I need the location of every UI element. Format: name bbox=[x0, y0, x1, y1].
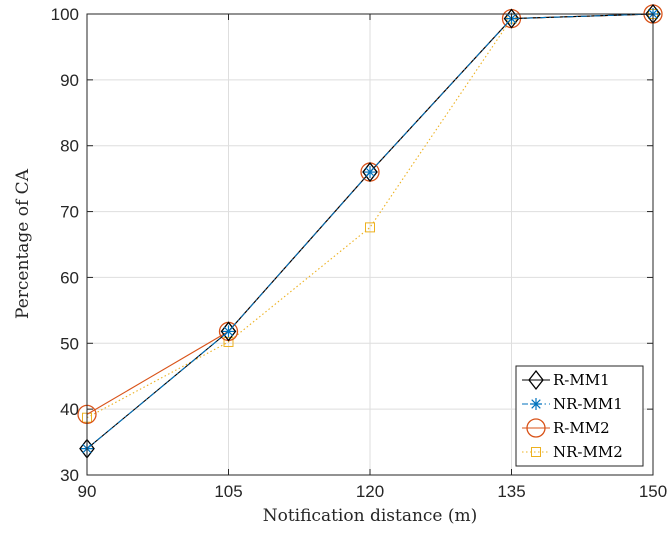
data-point-r-mm1 bbox=[220, 321, 237, 342]
series-layer bbox=[77, 3, 663, 459]
legend-label-nr-mm1: NR-MM1 bbox=[553, 395, 623, 413]
x-tick-label: 135 bbox=[497, 482, 525, 501]
data-point-r-mm1 bbox=[503, 8, 520, 29]
y-tick-label: 70 bbox=[60, 203, 79, 222]
data-point-nr-mm2 bbox=[223, 336, 234, 347]
y-tick-label: 40 bbox=[60, 400, 79, 419]
x-tick-label: 90 bbox=[78, 482, 97, 501]
legend-label-nr-mm2: NR-MM2 bbox=[553, 443, 623, 461]
x-axis-label: Notification distance (m) bbox=[263, 506, 478, 526]
legend-marker-r-mm2 bbox=[526, 418, 546, 438]
tick-layer: 90 105 120 135 150 30 40 50 60 70 80 90 100 bbox=[51, 5, 668, 501]
legend-marker-nr-mm1 bbox=[530, 398, 542, 410]
legend-label-r-mm2: R-MM2 bbox=[553, 419, 610, 437]
grid-lines bbox=[86, 13, 654, 476]
legend-marker-r-mm1 bbox=[528, 369, 544, 391]
x-tick-label: 120 bbox=[356, 482, 384, 501]
data-point-nr-mm1 bbox=[222, 325, 235, 338]
y-tick-label: 80 bbox=[60, 137, 79, 156]
y-axis-label: Percentage of CA bbox=[13, 168, 33, 319]
y-tick-label: 60 bbox=[60, 268, 79, 287]
legend: R-MM1 NR-MM1 R-MM2 NR-MM2 bbox=[515, 365, 644, 467]
legend-box bbox=[515, 365, 644, 467]
data-point-nr-mm1 bbox=[364, 166, 376, 179]
x-tick-label: 105 bbox=[214, 482, 242, 501]
data-point-r-mm1 bbox=[362, 161, 378, 183]
y-tick-label: 30 bbox=[60, 466, 79, 485]
legend-label-r-mm1: R-MM1 bbox=[553, 371, 610, 389]
y-tick-label: 50 bbox=[60, 334, 79, 353]
x-tick-label: 150 bbox=[639, 482, 667, 501]
data-point-nr-mm2 bbox=[365, 222, 375, 233]
y-tick-label: 90 bbox=[60, 71, 79, 90]
y-tick-label: 100 bbox=[51, 5, 79, 24]
legend-marker-nr-mm2 bbox=[531, 447, 541, 457]
